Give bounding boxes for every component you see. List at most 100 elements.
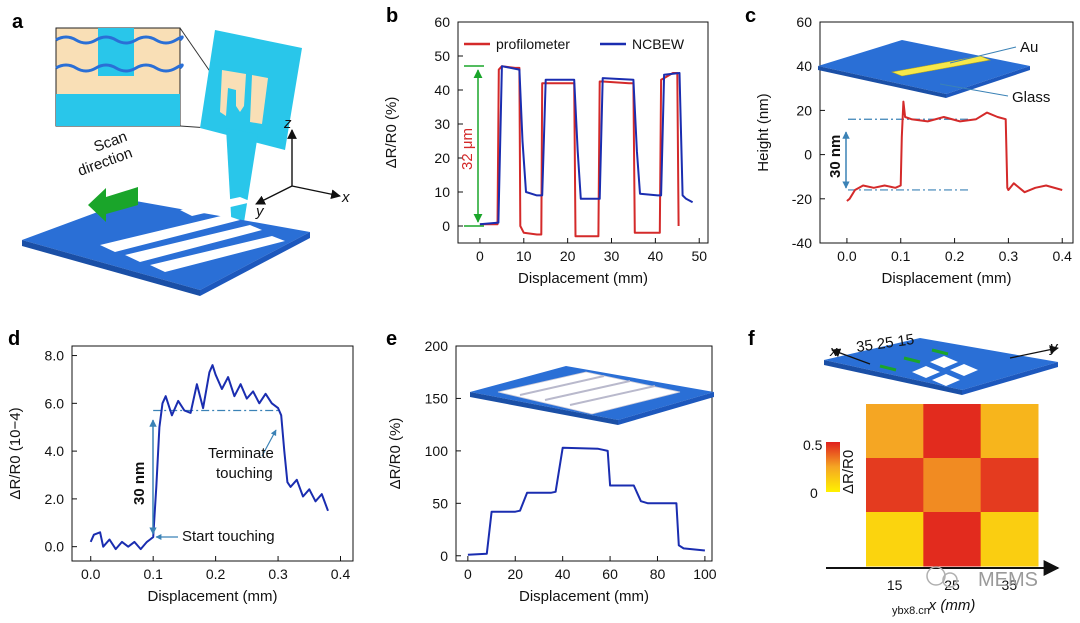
c-series-line-0 — [846, 100, 1063, 202]
panel-a-schematic: a Scan direction z x y — [12, 11, 350, 296]
e-series-line-0 — [467, 446, 705, 556]
d-xtick-label: 0.1 — [143, 566, 163, 582]
f-pads-icon — [912, 356, 978, 386]
d-series-line-0 — [89, 364, 329, 551]
c-xtick-label: 0.4 — [1052, 248, 1072, 264]
b-xtick-label: 0 — [476, 248, 484, 264]
scan-direction-arrow-icon — [88, 187, 138, 222]
f-heat-cell — [980, 404, 1039, 459]
b-ytick-label: 50 — [434, 48, 450, 64]
c-ytick-label: 60 — [796, 14, 812, 30]
panel-c-label: c — [745, 5, 756, 27]
probe-electrode-icon — [220, 70, 246, 116]
b-ytick-label: 20 — [434, 150, 450, 166]
watermark-text: MEMS — [978, 569, 1038, 591]
panel-e-label: e — [386, 328, 397, 350]
f-heat-cell — [923, 404, 982, 459]
c-ytick-label: -20 — [792, 191, 812, 207]
axis-y-label: y — [255, 203, 265, 220]
chart-f: 15 25 35 x (mm) — [826, 404, 1060, 614]
chart-c: c 0.0 0.1 0.2 0.3 0.4 -40 -20 0 20 40 60 Displaceme… — [745, 5, 1074, 287]
b-ytick-label: 30 — [434, 116, 450, 132]
d-xtick-label: 0.2 — [206, 566, 226, 582]
d-ytick-label: 6.0 — [45, 395, 65, 411]
f-scan-lines-icon — [879, 348, 949, 372]
c-xtick-label: 0.3 — [999, 248, 1019, 264]
b-ytick-label: 60 — [434, 14, 450, 30]
d-xtick-label: 0.3 — [268, 566, 288, 582]
b-xtick-label: 20 — [560, 248, 576, 264]
panel-d-label: d — [8, 328, 20, 350]
axis-y-arrow-icon — [255, 185, 293, 205]
c-ylabel: Height (nm) — [755, 93, 772, 171]
d-terminate-label-1: Terminate — [208, 445, 274, 462]
b-ytick-label: 40 — [434, 82, 450, 98]
d-xlabel: Displacement (mm) — [147, 588, 277, 605]
f-xtick-label: 25 — [944, 577, 960, 593]
e-ytick-label: 200 — [425, 338, 449, 354]
b-xtick-label: 10 — [516, 248, 532, 264]
chart-e: e 0 20 40 60 80 100 0 50 100 150 200 Displacement (… — [386, 328, 717, 605]
f-top-x-label: x — [829, 343, 838, 360]
d-ylabel: ΔR/R0 (10−4) — [7, 407, 24, 499]
inset-substrate-icon — [56, 94, 180, 126]
e-plot-frame — [455, 345, 713, 562]
wechat-icon — [926, 566, 946, 586]
c-ytick-label: 20 — [796, 102, 812, 118]
d-ytick-label: 8.0 — [45, 348, 65, 364]
chart-b: b 0 10 20 30 40 50 0 10 20 30 40 50 60 Displacement (… — [383, 5, 709, 287]
f-cb-max: 0.5 — [803, 437, 823, 453]
d-start-label: Start touching — [182, 528, 275, 545]
f-cb-min: 0 — [810, 485, 818, 501]
f-xlabel: x (mm) — [928, 597, 976, 614]
f-heat-cell — [980, 512, 1039, 567]
c-au-label: Au — [1020, 39, 1038, 56]
panel-f-label: f — [748, 328, 755, 350]
e-xtick-label: 100 — [693, 566, 717, 582]
b-ytick-label: 10 — [434, 184, 450, 200]
e-steps-icon — [497, 371, 681, 415]
b-plot-frame — [457, 21, 709, 244]
d-ytick-label: 2.0 — [45, 491, 65, 507]
c-xtick-label: 0.0 — [837, 248, 857, 264]
d-xtick-label: 0.0 — [81, 566, 101, 582]
probe-arm-icon — [226, 128, 258, 235]
probe-head-icon — [200, 30, 302, 150]
f-xtick-label: 35 — [1002, 577, 1018, 593]
d-step-label: 30 nm — [131, 462, 148, 505]
chart-b-overlays: 32 μm — [459, 65, 484, 227]
sample-stripes — [100, 197, 285, 272]
watermark-site: ybx8.cn — [892, 605, 930, 617]
axis-x-arrow-icon — [291, 185, 341, 199]
c-ytick-label: -40 — [792, 235, 812, 251]
panel-a-label: a — [12, 11, 24, 33]
e-ytick-label: 150 — [425, 390, 449, 406]
c-glass-leader — [939, 83, 1009, 97]
d-terminate-label-2: touching — [216, 465, 273, 482]
inset-wave-bottom-icon — [55, 63, 184, 73]
e-xtick-label: 60 — [602, 566, 618, 582]
e-xtick-label: 80 — [650, 566, 666, 582]
chart-f-colorbar: 0.5 0 ΔR/R0 — [803, 437, 857, 501]
d-ytick-label: 0.0 — [45, 539, 65, 555]
chart-d-overlays: 30 nm Terminate touching Start touching — [131, 419, 277, 545]
c-xtick-label: 0.1 — [891, 248, 911, 264]
c-xtick-label: 0.2 — [945, 248, 965, 264]
b-series-line-1 — [479, 65, 694, 226]
panel-b-label: b — [386, 5, 398, 27]
e-xtick-label: 20 — [507, 566, 523, 582]
f-heat-cell — [923, 458, 982, 513]
axis-z-label: z — [283, 115, 292, 132]
f-heat-cell — [866, 512, 924, 567]
b-step-label: 32 μm — [459, 128, 476, 170]
c-au-leader — [949, 46, 1017, 64]
f-heat-cell — [923, 512, 982, 567]
b-series-line-0 — [479, 65, 680, 238]
e-ytick-label: 0 — [440, 548, 448, 564]
axis-x-label: x — [341, 189, 350, 206]
probe-electrode-2-icon — [250, 75, 268, 124]
d-xtick-label: 0.4 — [331, 566, 351, 582]
b-legend-label-1: NCBEW — [632, 36, 685, 52]
d-plot-frame — [71, 345, 354, 562]
